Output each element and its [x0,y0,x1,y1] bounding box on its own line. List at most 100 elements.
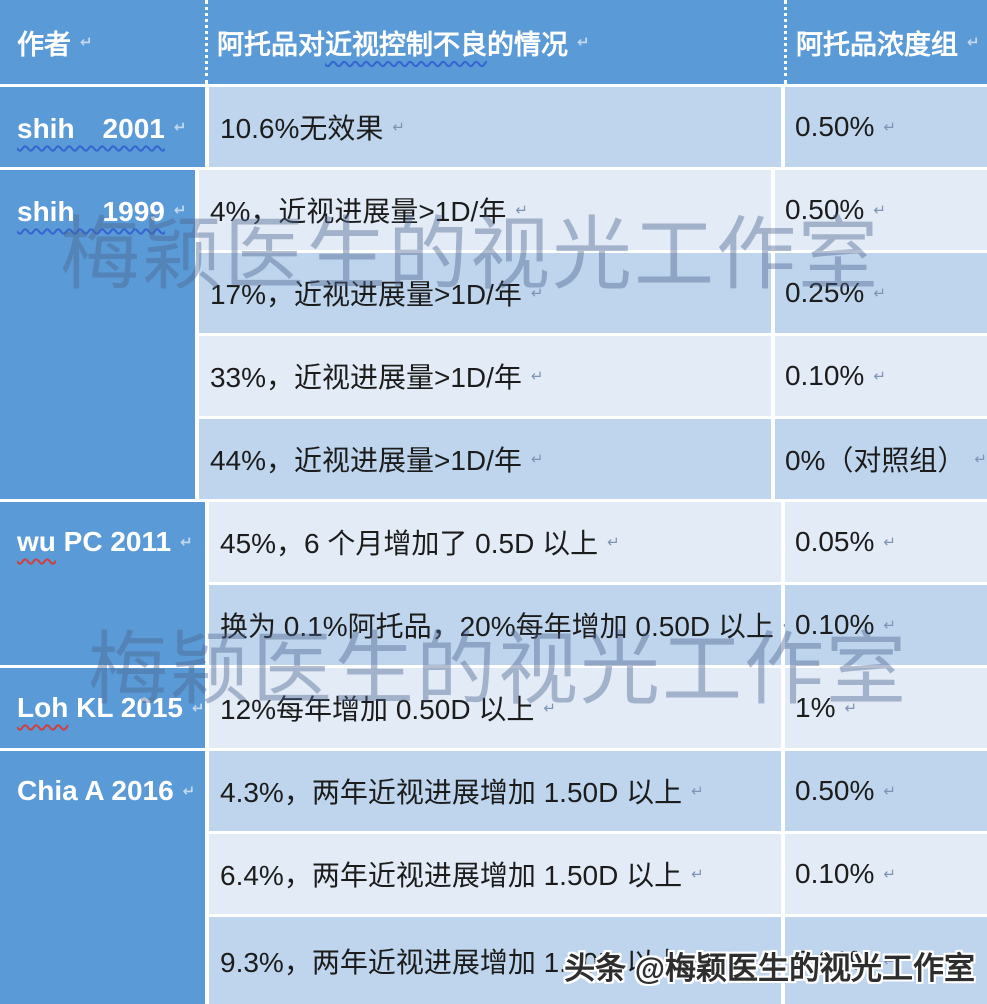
concentration-text: 0.10% [795,609,875,640]
paragraph-mark-icon: ↵ [515,202,528,219]
header-cell-condition: 阿托品对近视控制不良的情况 ↵ [205,0,784,84]
author-label: shih 2001 ↵ [0,87,205,167]
header-condition-pre: 阿托品对 [217,29,325,60]
paragraph-mark-icon: ↵ [974,451,987,468]
author-label: shih 1999 ↵ [0,170,195,250]
author-text-part: shih 1999 [17,196,165,227]
author-block: shih 1999 ↵ 4%，近视进展量>1D/年 ↵ 0.50% ↵ 17%，近视进展量>… [0,170,987,499]
author-cell: shih 1999 ↵ [0,170,195,499]
author-label: Loh KL 2015 ↵ [0,668,205,748]
concentration-cell: 0.05% ↵ [785,502,987,582]
concentration-cell: 0.50% ↵ [774,170,987,250]
attribution-credit: 头条 @梅颖医生的视光工作室 [564,951,975,986]
paragraph-mark-icon: ↵ [873,285,886,302]
paragraph-mark-icon: ↵ [844,700,858,717]
concentration-cell: 0.50% ↵ [785,751,987,831]
desc-text: 6.4%，两年近视进展增加 1.50D 以上 [220,860,683,891]
concentration-text: 1% [795,692,836,723]
author-cell: wu PC 2011 ↵ [0,502,205,665]
concentration-cell: 0.01% ↵ [785,917,987,1004]
author-cell: Loh KL 2015 ↵ [0,668,205,748]
concentration-text: 0.25% [784,277,865,308]
author-cell: shih 2001 ↵ [0,87,205,167]
table-row: 45%，6 个月增加了 0.5D 以上 ↵ 0.05% ↵ [209,502,987,582]
paragraph-mark-icon: ↵ [530,451,544,468]
author-block-rows: 12%每年增加 0.50D 以上 ↵ 1% ↵ [209,668,987,748]
desc-text: 4%，近视进展量>1D/年 [209,196,507,227]
concentration-cell: 0%（对照组） ↵ [774,419,987,499]
desc-cell: 6.4%，两年近视进展增加 1.50D 以上 ↵ [209,834,781,914]
paragraph-mark-icon: ↵ [173,119,187,136]
concentration-cell: 1% ↵ [785,668,987,748]
desc-text: 10.6%无效果 [220,113,384,144]
paragraph-mark-icon: ↵ [883,783,896,800]
header-cell-author: 作者 ↵ [0,0,205,84]
table-row: 6.4%，两年近视进展增加 1.50D 以上 ↵ 0.10% ↵ [209,834,987,914]
desc-text: 9.3%，两年近视进展增加 1.50D 以上 [220,946,683,978]
desc-text: 换为 0.1%阿托品，20%每年增加 0.50D 以上 [220,611,774,642]
author-text-part: KL 2015 [68,692,183,723]
concentration-text: 0.01% [795,944,875,976]
concentration-text: 0%（对照组） [784,445,966,476]
paragraph-mark-icon: ↵ [607,534,620,551]
paragraph-mark-icon: ↵ [883,952,896,970]
desc-text: 44%，近视进展量>1D/年 [209,445,522,476]
concentration-text: 0.50% [784,194,865,225]
concentration-text: 0.10% [784,360,865,391]
table-row: 44%，近视进展量>1D/年 ↵ 0%（对照组） ↵ [198,419,987,499]
paragraph-mark-icon: ↵ [883,119,896,136]
table-row: 12%每年增加 0.50D 以上 ↵ 1% ↵ [209,668,987,748]
paragraph-mark-icon: ↵ [180,534,193,551]
paragraph-mark-icon: ↵ [873,202,886,219]
desc-cell: 12%每年增加 0.50D 以上 ↵ [209,668,781,748]
author-block-rows: 10.6%无效果 ↵ 0.50% ↵ [209,87,987,167]
author-text-part: Chia A 2016 [17,775,174,806]
desc-text: 33%，近视进展量>1D/年 [209,362,522,393]
author-label: wu PC 2011 ↵ [0,502,205,582]
desc-cell: 9.3%，两年近视进展增加 1.50D 以上 ↵ [209,917,781,1004]
paragraph-mark-icon: ↵ [691,783,704,800]
author-cell: Chia A 2016 ↵ [0,751,205,1004]
desc-cell: 4%，近视进展量>1D/年 ↵ [198,170,771,250]
desc-cell: 4.3%，两年近视进展增加 1.50D 以上 ↵ [209,751,781,831]
concentration-text: 0.50% [795,111,875,142]
header-condition-post: 的情况 [487,29,568,60]
desc-text: 12%每年增加 0.50D 以上 [220,694,535,725]
paragraph-mark-icon: ↵ [577,34,590,51]
desc-text: 4.3%，两年近视进展增加 1.50D 以上 [220,777,683,808]
concentration-cell: 0.50% ↵ [785,87,987,167]
author-block: Chia A 2016 ↵ 4.3%，两年近视进展增加 1.50D 以上 ↵ 0.50%… [0,751,987,1004]
table-body: shih 2001 ↵ 10.6%无效果 ↵ 0.50% ↵ shih 1999 ↵ 4%，近视… [0,87,987,1004]
paragraph-mark-icon: ↵ [873,368,886,385]
table-row: 10.6%无效果 ↵ 0.50% ↵ [209,87,987,167]
table-row: 4.3%，两年近视进展增加 1.50D 以上 ↵ 0.50% ↵ [209,751,987,831]
author-block-rows: 45%，6 个月增加了 0.5D 以上 ↵ 0.05% ↵ 换为 0.1%阿托品，20%… [209,502,987,665]
author-block-rows: 4%，近视进展量>1D/年 ↵ 0.50% ↵ 17%，近视进展量>1D/年 ↵ 0.25%… [198,170,987,499]
concentration-text: 0.05% [795,526,875,557]
paragraph-mark-icon: ↵ [530,285,544,302]
paragraph-mark-icon: ↵ [530,368,544,385]
author-text-part: Loh [17,692,69,723]
paragraph-mark-icon: ↵ [883,866,896,883]
paragraph-mark-icon: ↵ [883,617,896,634]
concentration-cell: 0.25% ↵ [774,253,987,333]
paragraph-mark-icon: ↵ [191,700,205,717]
header-concentration-label: 阿托品浓度组 [796,29,958,60]
desc-cell: 45%，6 个月增加了 0.5D 以上 ↵ [209,502,781,582]
table-row: 9.3%，两年近视进展增加 1.50D 以上 ↵ 0.01% ↵ [209,917,987,1004]
author-text-part: shih 2001 [17,113,165,144]
paragraph-mark-icon: ↵ [967,34,980,51]
author-block: Loh KL 2015 ↵ 12%每年增加 0.50D 以上 ↵ 1% ↵ [0,668,987,748]
header-author-label: 作者 [17,29,71,60]
paragraph-mark-icon: ↵ [173,202,187,219]
header-condition-label: 阿托品对近视控制不良的情况 [217,23,568,62]
author-text-part: wu [17,526,56,557]
desc-cell: 17%，近视进展量>1D/年 ↵ [198,253,771,333]
table-row: 17%，近视进展量>1D/年 ↵ 0.25% ↵ [198,253,987,333]
table-row: 33%，近视进展量>1D/年 ↵ 0.10% ↵ [198,336,987,416]
paragraph-mark-icon: ↵ [883,534,896,551]
concentration-text: 0.10% [795,858,875,889]
author-text-part: PC 2011 [55,526,172,557]
table-header-row: 作者 ↵ 阿托品对近视控制不良的情况 ↵ 阿托品浓度组 ↵ [0,0,987,84]
